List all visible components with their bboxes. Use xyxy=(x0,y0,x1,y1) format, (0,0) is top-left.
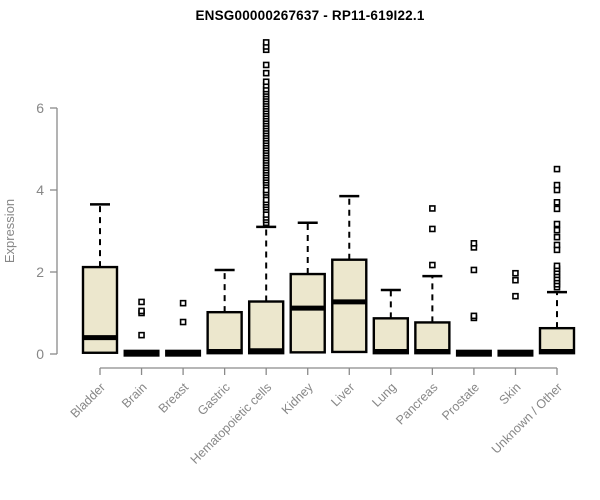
box-group-prostate xyxy=(455,240,492,357)
outlier-point xyxy=(553,226,561,234)
x-category-label-hematopoietic-cells: Hematopoietic cells xyxy=(188,380,275,467)
outlier-point xyxy=(512,269,519,277)
outlier-point xyxy=(262,39,270,46)
box-group-bladder xyxy=(81,203,119,354)
y-tick-label: 4 xyxy=(36,182,44,198)
box-rect-flat xyxy=(455,349,492,357)
outlier-point xyxy=(429,205,436,212)
box-group-lung xyxy=(372,288,410,355)
outlier-point xyxy=(470,266,478,274)
box-group-hematopoietic-cells xyxy=(247,39,285,355)
outlier-point xyxy=(138,331,145,339)
outlier-point xyxy=(470,240,478,247)
x-category-label-bladder: Bladder xyxy=(68,380,108,420)
outlier-point xyxy=(262,78,270,86)
box-group-unknown-other xyxy=(538,165,576,355)
box-rect xyxy=(414,321,451,355)
box-rect xyxy=(372,317,410,355)
box-rect xyxy=(538,326,576,355)
box-group-kidney xyxy=(289,221,326,354)
box-group-breast xyxy=(165,299,202,357)
y-tick-label: 0 xyxy=(36,346,44,362)
outlier-point xyxy=(553,241,561,249)
outlier-point xyxy=(179,318,187,326)
box-group-liver xyxy=(331,194,368,354)
x-category-label-breast: Breast xyxy=(156,380,192,416)
y-tick-label: 2 xyxy=(36,264,44,280)
outlier-point xyxy=(138,307,145,315)
box-group-gastric xyxy=(206,268,243,355)
y-axis-title: Expression xyxy=(2,199,17,263)
outlier-point xyxy=(138,298,145,306)
x-category-label-unknown-other: Unknown / Other xyxy=(489,380,565,456)
outlier-point xyxy=(553,205,561,213)
outlier-point xyxy=(429,225,436,233)
box-rect-flat xyxy=(497,349,534,357)
x-category-label-skin: Skin xyxy=(496,380,523,407)
outlier-point xyxy=(553,199,561,206)
y-tick-label: 6 xyxy=(36,100,44,116)
outlier-point xyxy=(553,165,561,173)
outlier-point xyxy=(179,299,187,307)
outlier-point xyxy=(512,292,519,300)
box-rect-flat xyxy=(123,349,160,357)
outlier-point xyxy=(262,69,270,77)
box-group-pancreas xyxy=(414,205,451,355)
box-rect xyxy=(247,300,285,355)
box-group-brain xyxy=(123,298,160,357)
outlier-point xyxy=(429,261,436,269)
box-rect xyxy=(206,310,243,355)
box-rect xyxy=(331,258,368,354)
x-category-label-liver: Liver xyxy=(328,380,357,409)
x-category-label-prostate: Prostate xyxy=(439,380,482,423)
outlier-point xyxy=(553,233,561,241)
x-category-label-lung: Lung xyxy=(369,380,399,410)
x-category-label-brain: Brain xyxy=(119,380,150,411)
box-rect-flat xyxy=(165,349,202,357)
x-category-label-kidney: Kidney xyxy=(279,380,316,417)
outlier-point xyxy=(470,312,478,320)
outlier-point xyxy=(512,276,519,284)
outlier-point xyxy=(553,220,561,228)
outlier-point xyxy=(553,262,561,270)
x-category-label-gastric: Gastric xyxy=(195,380,233,418)
chart-title: ENSG00000267637 - RP11-619I22.1 xyxy=(195,8,425,23)
box-rect xyxy=(289,272,326,354)
outlier-point xyxy=(553,181,561,189)
outlier-point xyxy=(262,61,270,69)
x-category-label-pancreas: Pancreas xyxy=(393,380,440,427)
box-group-skin xyxy=(497,269,534,357)
